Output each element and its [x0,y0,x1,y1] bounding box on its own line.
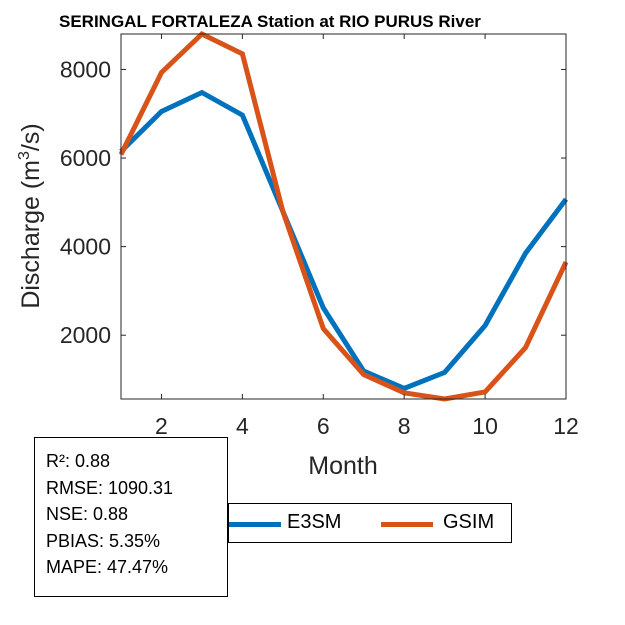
series-line-e3sm [119,89,569,392]
plot-lines [118,30,569,402]
x-tick-label: 10 [472,413,498,439]
stat-nse: NSE: 0.88 [46,504,129,524]
chart-title: SERINGAL FORTALEZA Station at RIO PURUS … [59,12,481,31]
y-axis: 2000 4000 6000 8000 [60,56,566,348]
y-tick-label: 4000 [60,234,111,260]
y-axis-label-main: Discharge (m [17,160,45,309]
stat-mape: MAPE: 47.47% [46,557,169,577]
y-axis-label: Discharge (m3/s) [16,123,45,308]
y-tick-label: 6000 [60,145,111,171]
legend-swatch-e3sm [229,522,281,527]
stats-box: R²: 0.88 RMSE: 1090.31 NSE: 0.88 PBIAS: … [34,437,228,597]
stat-pbias: PBIAS: 5.35% [46,530,161,551]
legend: E3SM GSIM [228,503,512,543]
y-axis-label-end: /s) [17,123,45,151]
stat-rmse: RMSE: 1090.31 [46,477,174,498]
legend-label-gsim: GSIM [443,511,495,533]
y-tick-label: 2000 [60,322,111,348]
x-axis: 2 4 6 8 10 12 [155,34,579,439]
stat-r2: R²: 0.88 [46,451,111,471]
x-tick-label: 4 [236,413,249,439]
x-tick-label: 2 [155,413,168,439]
y-tick-label: 8000 [60,56,111,82]
x-axis-label: Month [308,452,377,480]
x-tick-label: 8 [398,413,411,439]
series-line-gsim [118,30,569,402]
x-tick-label: 12 [553,413,579,439]
axes-box [120,33,567,400]
legend-swatch-gsim [381,522,433,527]
y-axis-label-superscript: 3 [16,151,33,160]
x-tick-label: 6 [317,413,330,439]
legend-label-e3sm: E3SM [287,511,342,533]
